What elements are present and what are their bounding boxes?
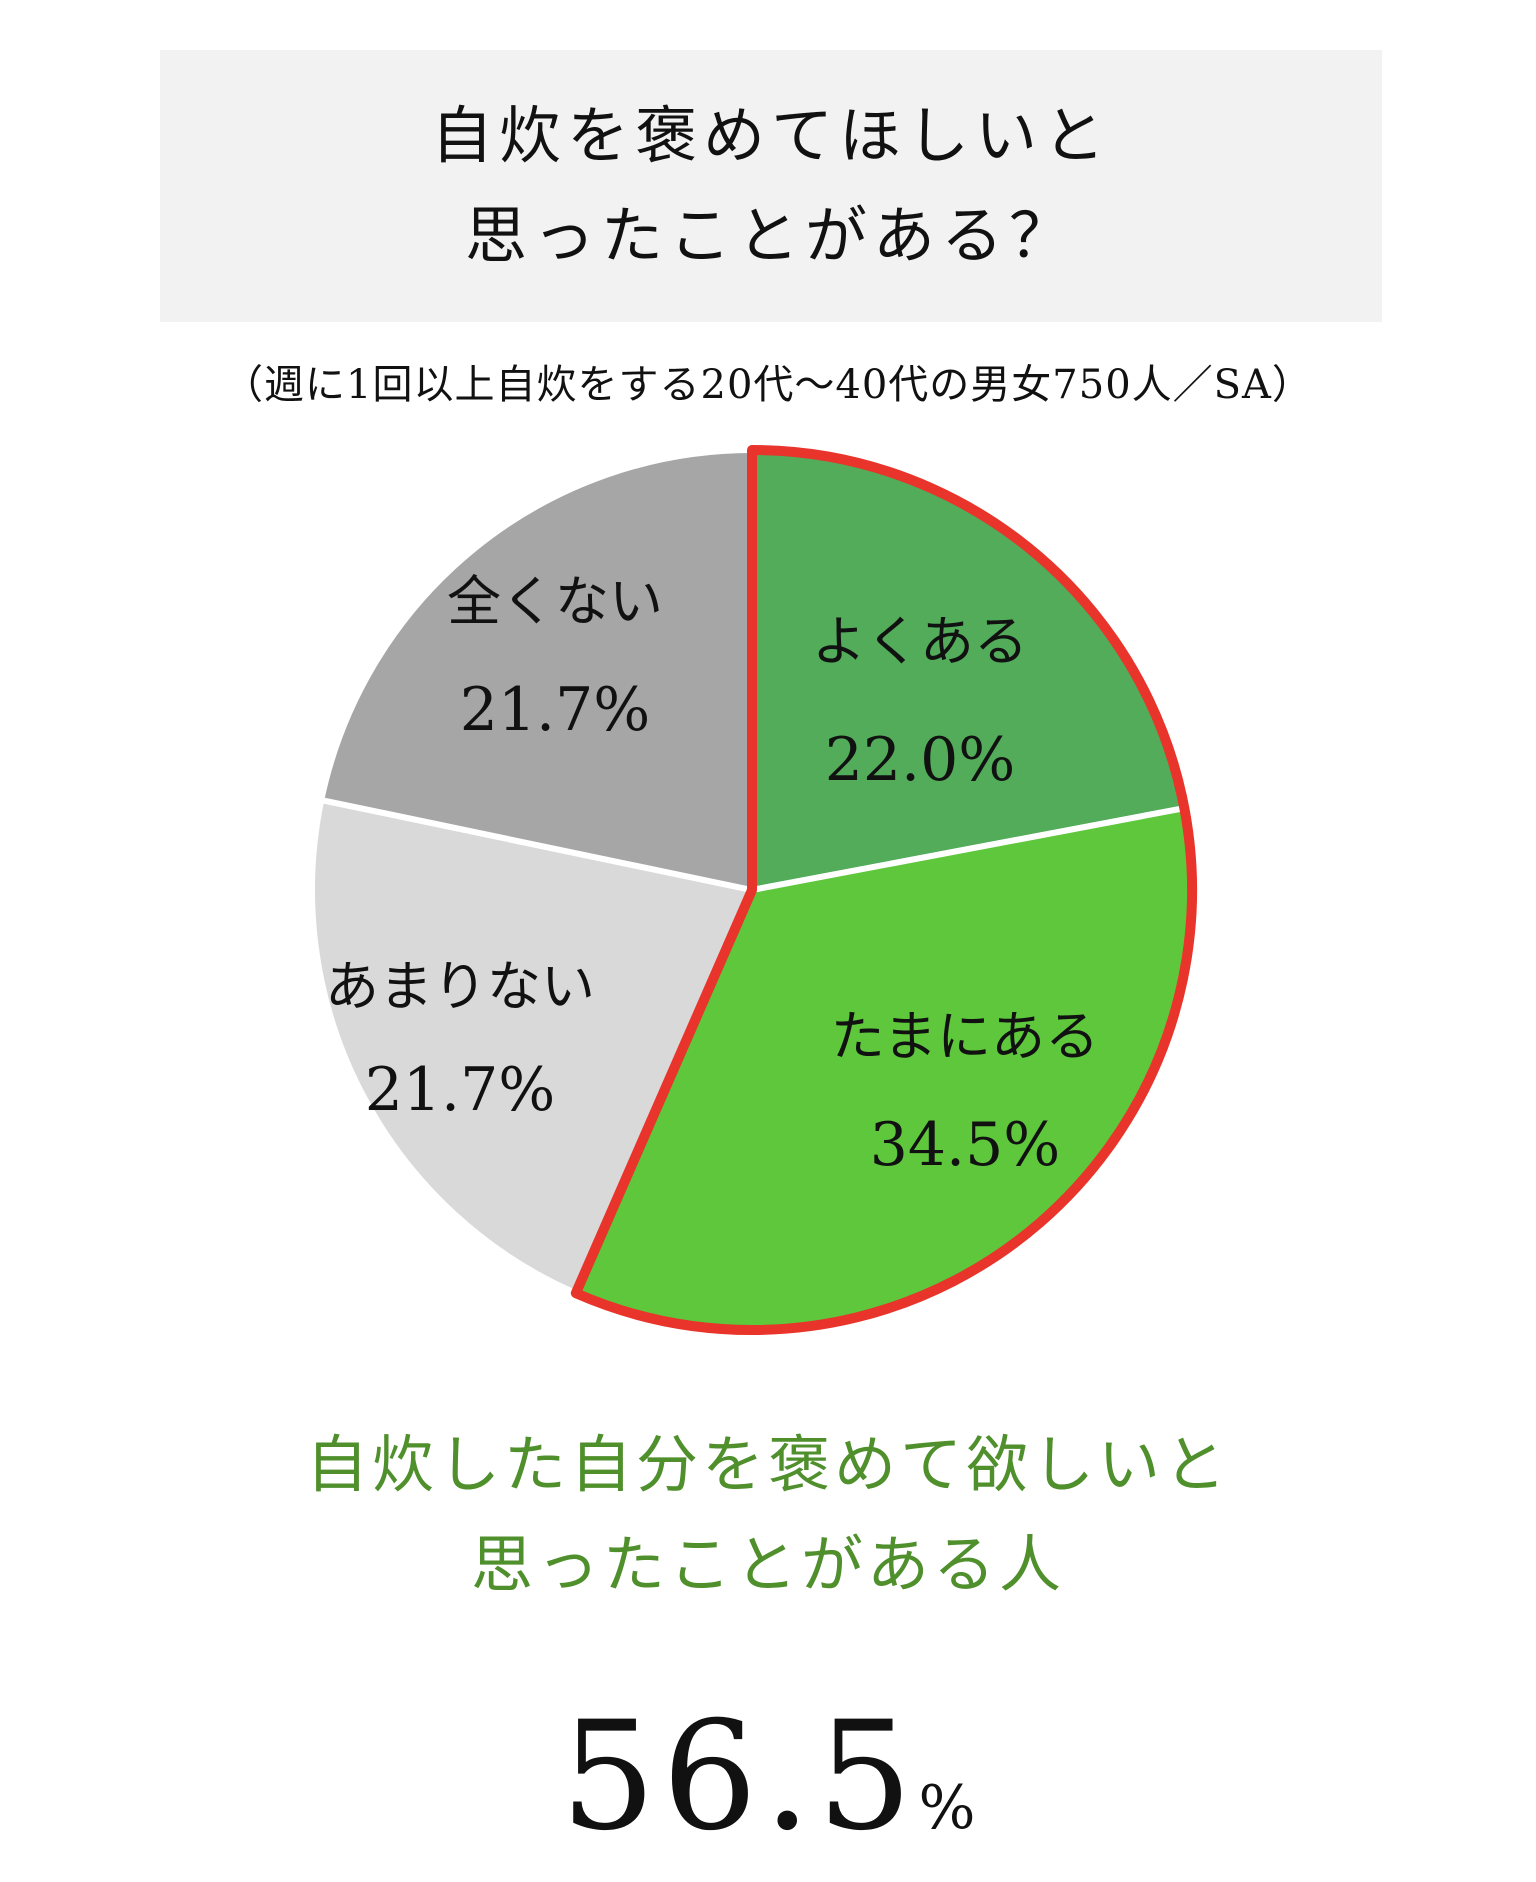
summary-value-number: 56.5	[560, 1690, 919, 1864]
pie-chart: よくある 22.0% たまにある 34.5% あまりない 21.7% 全くない 21.7%	[309, 445, 1197, 1335]
summary-text: 自炊した自分を褒めて欲しいと 思ったことがある人	[0, 1415, 1536, 1615]
pie-label-rarely: あまりない	[325, 955, 595, 1018]
title-line-1: 自炊を褒めてほしいと	[430, 99, 1111, 172]
title-line-2: 思ったことがある？	[464, 199, 1077, 272]
pie-value-sometimes: 34.5%	[870, 1110, 1061, 1180]
pie-value-never: 21.7%	[460, 675, 651, 745]
subtitle: （週に1回以上自炊をする20代〜40代の男女750人／SA）	[223, 362, 1313, 408]
pie-value-often: 22.0%	[825, 725, 1016, 795]
summary-value-unit: %	[918, 1773, 976, 1843]
title-box: 自炊を褒めてほしいと 思ったことがある？	[160, 50, 1382, 322]
summary-line-2: 思ったことがある人	[470, 1528, 1065, 1601]
summary-line-1: 自炊した自分を褒めて欲しいと	[305, 1428, 1230, 1501]
highlight-outline	[570, 445, 1197, 1335]
pie-label-often: よくある	[812, 610, 1028, 673]
pie-label-sometimes: たまにある	[831, 1005, 1099, 1068]
pie-label-never: 全くない	[447, 570, 663, 633]
summary-value: 56.5%	[0, 1690, 1536, 1864]
pie-slice-never	[317, 446, 755, 894]
pie-value-rarely: 21.7%	[365, 1055, 556, 1125]
pie-slice-rarely	[309, 796, 757, 1298]
